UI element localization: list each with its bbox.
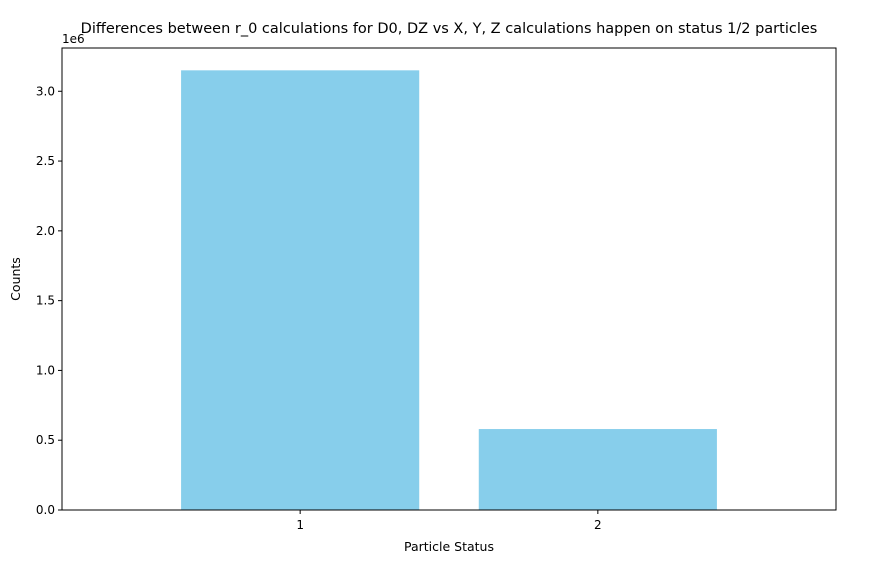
x-tick-label: 1 bbox=[296, 518, 304, 532]
y-tick-label: 3.0 bbox=[36, 84, 55, 98]
y-tick-label: 0.0 bbox=[36, 503, 55, 517]
y-axis-label: Counts bbox=[8, 257, 23, 301]
x-tick-label: 2 bbox=[594, 518, 602, 532]
y-tick-label: 1.5 bbox=[36, 294, 55, 308]
bars-layer bbox=[181, 70, 717, 510]
x-axis-label: Particle Status bbox=[404, 539, 494, 554]
y-tick-label: 2.0 bbox=[36, 224, 55, 238]
y-tick-label: 0.5 bbox=[36, 433, 55, 447]
chart-title: Differences between r_0 calculations for… bbox=[81, 21, 818, 37]
y-axis-offset-label: 1e6 bbox=[62, 32, 85, 46]
bar-status-2 bbox=[478, 429, 717, 510]
y-tick-label: 1.0 bbox=[36, 363, 55, 377]
plot-area-frame bbox=[61, 47, 837, 511]
bar-status-1 bbox=[181, 70, 420, 510]
y-tick-label: 2.5 bbox=[36, 154, 55, 168]
y-axis-ticks: 0.0 0.5 1.0 1.5 2.0 2.5 3.0 bbox=[36, 84, 62, 517]
